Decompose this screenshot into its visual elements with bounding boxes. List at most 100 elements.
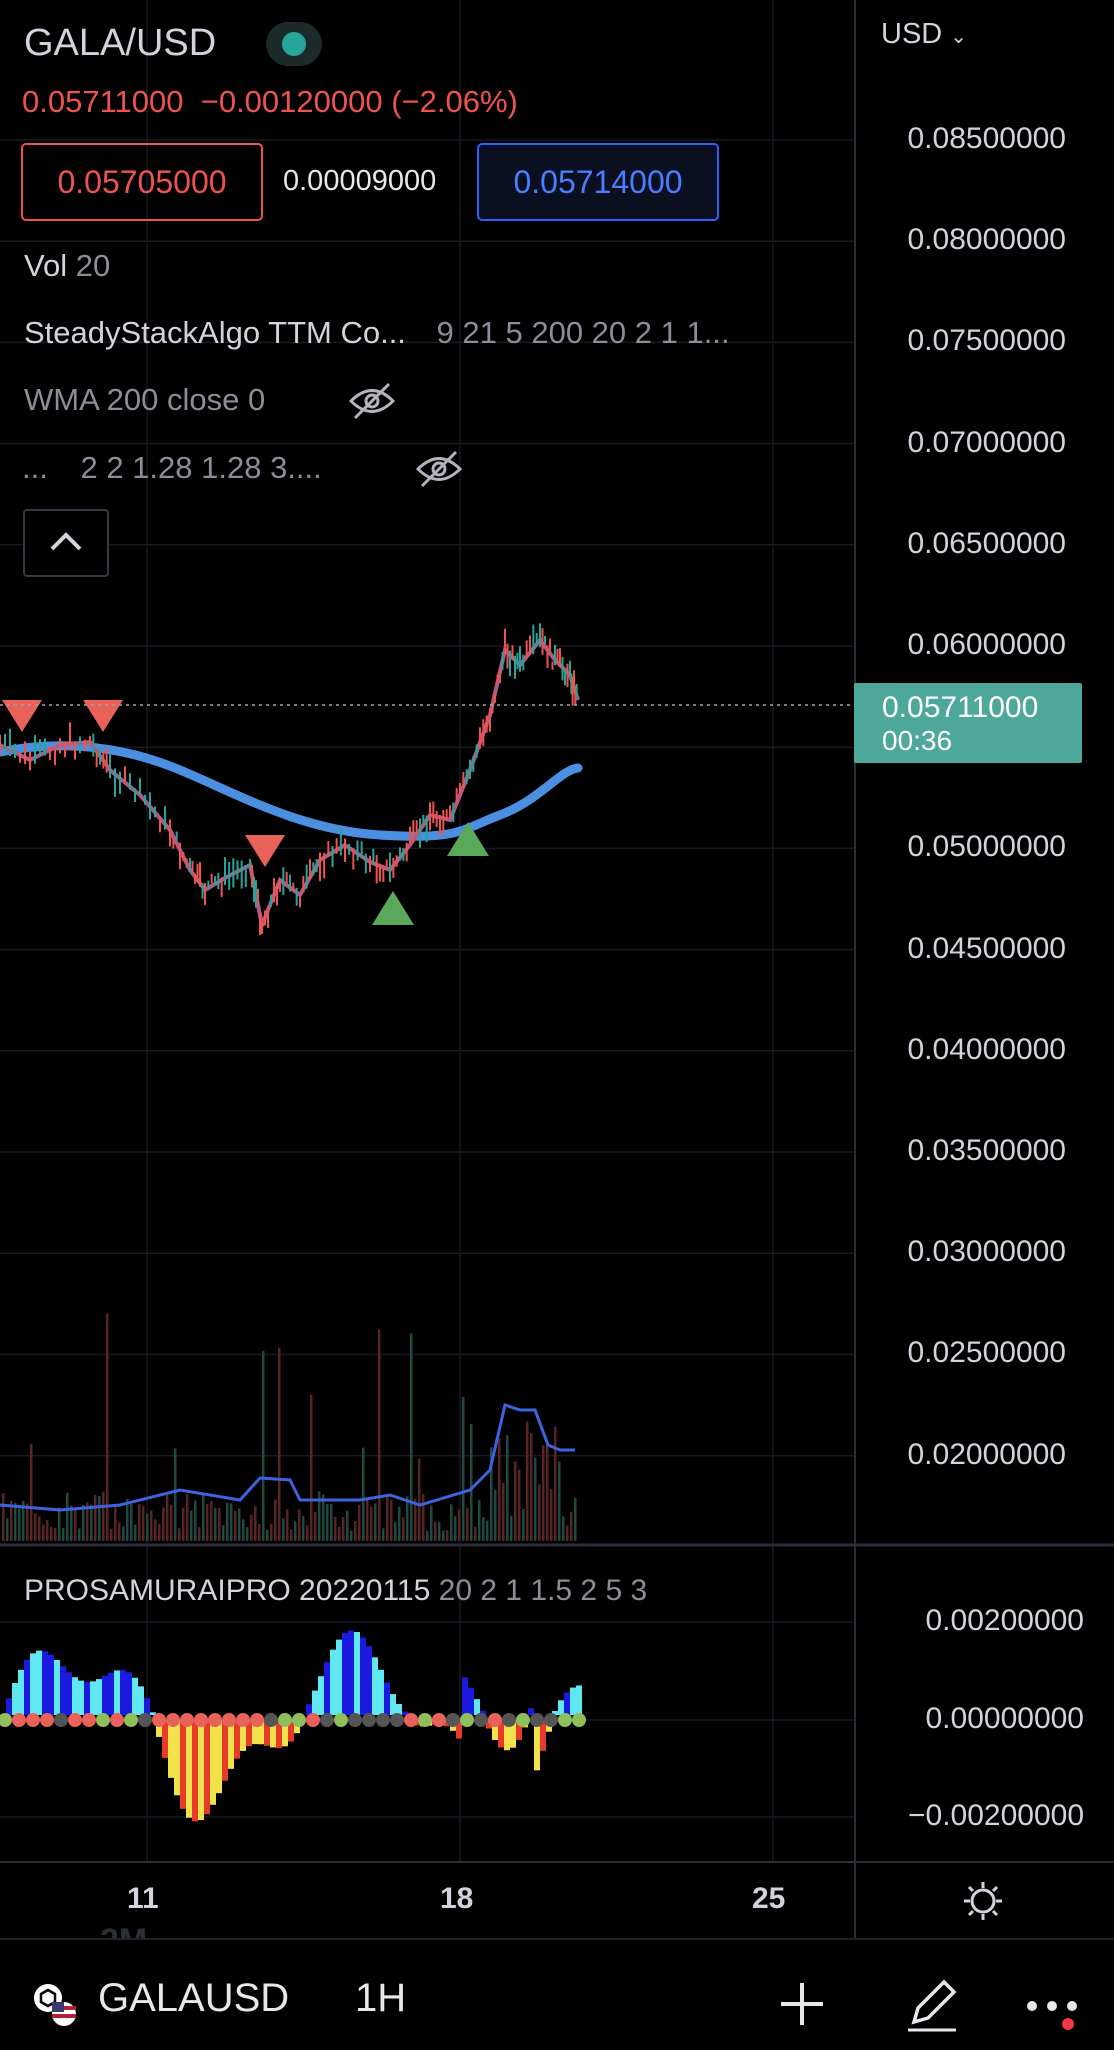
sell-button[interactable]: 0.05705000 (21, 143, 263, 221)
plus-icon[interactable] (778, 1980, 826, 2033)
change-value: −0.00120000 (−2.06%) (200, 84, 518, 119)
volume-bar (166, 1493, 169, 1541)
volume-bar (390, 1499, 393, 1541)
oscillator-bar (396, 1704, 402, 1715)
volume-bar (358, 1504, 361, 1541)
oscillator-bar (480, 1710, 486, 1715)
oscillator-bar (228, 1720, 234, 1769)
settings-icon[interactable] (962, 1880, 1004, 1927)
currency-label: USD (881, 18, 943, 50)
volume-bar (518, 1469, 521, 1541)
oscillator-bar (570, 1687, 576, 1715)
volume-bar (90, 1504, 93, 1541)
volume-bar (302, 1516, 305, 1541)
volume-bar (286, 1509, 289, 1541)
wma-legend[interactable]: WMA 200 close 0 (24, 382, 266, 417)
sell-signal-triangle (83, 700, 123, 732)
oscillator-dot (264, 1713, 278, 1727)
algo-legend[interactable]: SteadyStackAlgo TTM Co... 9 21 5 200 20 … (24, 315, 730, 351)
volume-legend[interactable]: Vol 20 (24, 248, 110, 284)
chevron-down-icon: ⌄ (950, 26, 968, 48)
oscillator-dot (530, 1713, 544, 1727)
buy-signal-triangle (372, 891, 414, 925)
oscillator-bar (66, 1672, 72, 1715)
current-price-value: 0.05711000 (882, 691, 1039, 724)
extra-legend[interactable]: ... 2 2 1.28 1.28 3.... (22, 450, 322, 486)
oscillator-bar (168, 1720, 174, 1778)
volume-bar (6, 1518, 9, 1541)
price-axis-label: 0.03000000 (907, 1235, 1067, 1269)
volume-bar (426, 1530, 429, 1541)
volume-bar (14, 1502, 17, 1541)
collapse-legend-button[interactable] (23, 509, 109, 577)
oscillator-axis-label: 0.00000000 (925, 1702, 1085, 1735)
volume-bar (198, 1527, 201, 1541)
oscillator-dot (418, 1713, 432, 1727)
volume-bar (82, 1504, 85, 1541)
volume-bar (510, 1515, 513, 1541)
oscillator-legend[interactable]: PROSAMURAIPRO 20220115 20 2 1 1.5 2 5 3 (24, 1574, 647, 1608)
market-status[interactable] (266, 22, 322, 66)
volume-bar (22, 1500, 25, 1541)
volume-bar (150, 1510, 153, 1541)
oscillator-bar (354, 1632, 360, 1715)
volume-bar (350, 1530, 353, 1541)
volume-bar (434, 1521, 437, 1541)
currency-selector[interactable]: USD ⌄ (881, 18, 967, 51)
volume-bar (474, 1526, 477, 1541)
oscillator-dot (306, 1713, 320, 1727)
symbol-title[interactable]: GALA/USD (24, 22, 217, 64)
oscillator-dot (124, 1713, 138, 1727)
volume-bar (54, 1528, 57, 1541)
eye-off-icon[interactable] (347, 380, 397, 422)
oscillator-dot (68, 1713, 82, 1727)
oscillator-bar (162, 1720, 168, 1758)
chevron-up-icon (50, 532, 82, 551)
oscillator-dot (348, 1713, 362, 1727)
oscillator-bar (318, 1676, 324, 1715)
volume-bar (254, 1506, 257, 1541)
last-price: 0.05711000 (22, 84, 184, 119)
oscillator-bar (120, 1670, 126, 1715)
oscillator-bar (240, 1720, 246, 1751)
volume-bar (478, 1500, 481, 1541)
oscillator-dot (250, 1713, 264, 1727)
extra-prefix: ... (22, 450, 48, 485)
oscillator-dot (236, 1713, 250, 1727)
oscillator-bar (378, 1669, 384, 1715)
more-icon[interactable] (1024, 1992, 1084, 2037)
time-label: 25 (752, 1882, 786, 1915)
volume-bar (110, 1528, 113, 1541)
volume-bar (74, 1509, 77, 1541)
ticker-button[interactable]: GALAUSD (98, 1976, 290, 2020)
volume-bar (174, 1448, 177, 1541)
volume-bar (366, 1497, 369, 1541)
oscillator-bar (18, 1669, 24, 1715)
volume-bar (262, 1350, 265, 1541)
volume-bar (326, 1504, 329, 1541)
oscillator-bar (564, 1692, 570, 1715)
volume-bar (38, 1516, 41, 1541)
oscillator-bar (174, 1720, 180, 1796)
volume-bar (122, 1526, 125, 1541)
eye-off-icon[interactable] (414, 448, 464, 490)
oscillator-bar (216, 1720, 222, 1794)
volume-bar (330, 1503, 333, 1541)
oscillator-bar (576, 1685, 582, 1715)
oscillator-bar (264, 1720, 270, 1746)
volume-bar (414, 1498, 417, 1541)
pencil-icon[interactable] (904, 1974, 960, 2039)
oscillator-bar (48, 1654, 54, 1715)
volume-bar (114, 1504, 117, 1541)
buy-button[interactable]: 0.05714000 (477, 143, 719, 221)
oscillator-bar (204, 1720, 210, 1815)
volume-param: 20 (75, 248, 111, 283)
volume-bar (310, 1394, 313, 1541)
price-axis-label: 0.03500000 (907, 1134, 1067, 1167)
volume-bar (538, 1484, 541, 1541)
buy-signal-triangle (447, 822, 489, 856)
oscillator-dot (404, 1713, 418, 1727)
sell-signal-triangle (2, 700, 42, 732)
interval-button[interactable]: 1H (355, 1976, 407, 2020)
